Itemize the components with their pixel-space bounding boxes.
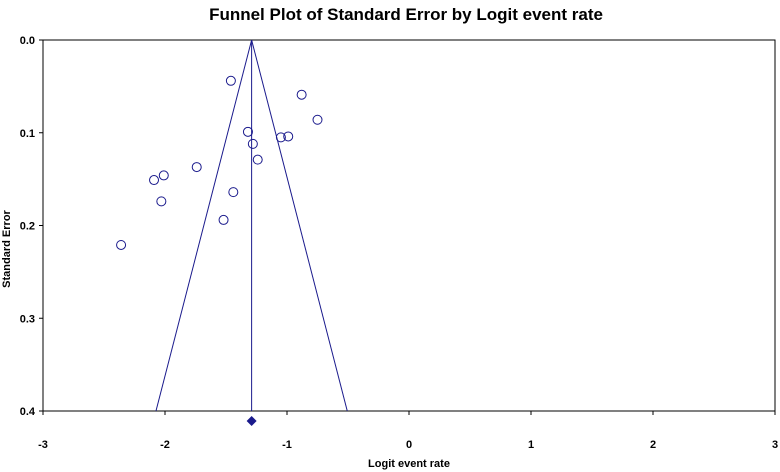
- data-point: [225, 75, 236, 86]
- x-tick-label: 2: [650, 439, 656, 451]
- data-point: [191, 162, 202, 173]
- x-axis-ticks: -3 -2 -1 0 1 2 3: [38, 411, 778, 451]
- data-point: [242, 126, 253, 137]
- x-axis-label: Logit event rate: [368, 458, 450, 470]
- y-axis-ticks: 0.0 0.1 0.2 0.3 0.4: [20, 35, 43, 418]
- pooled-estimate-diamond: [246, 416, 257, 426]
- chart-title: Funnel Plot of Standard Error by Logit e…: [209, 5, 603, 24]
- data-point: [275, 132, 286, 143]
- x-tick-label: 3: [772, 439, 778, 451]
- data-point: [218, 214, 229, 225]
- data-point: [247, 138, 258, 149]
- y-tick-label: 0.2: [20, 221, 35, 233]
- y-tick-label: 0.0: [20, 35, 35, 47]
- y-tick-label: 0.3: [20, 313, 35, 325]
- funnel-lines: [155, 39, 348, 426]
- data-point: [283, 131, 294, 142]
- plot-area: [42, 39, 776, 412]
- data-point: [296, 89, 307, 100]
- data-point: [312, 114, 323, 125]
- x-tick-label: -3: [38, 439, 48, 451]
- y-tick-label: 0.1: [20, 128, 35, 140]
- x-tick-label: 1: [528, 439, 534, 451]
- y-tick-label: 0.4: [20, 406, 36, 418]
- data-point: [252, 154, 263, 165]
- data-point: [228, 187, 239, 198]
- data-point: [149, 175, 160, 186]
- data-points: [116, 75, 323, 250]
- data-point: [158, 170, 169, 181]
- funnel-right-line: [251, 39, 348, 412]
- funnel-left-line: [155, 39, 253, 412]
- data-point: [116, 239, 127, 250]
- x-tick-label: -1: [282, 439, 292, 451]
- x-tick-label: 0: [406, 439, 412, 451]
- x-tick-label: -2: [160, 439, 170, 451]
- y-axis-label: Standard Error: [1, 209, 13, 287]
- data-point: [156, 196, 167, 207]
